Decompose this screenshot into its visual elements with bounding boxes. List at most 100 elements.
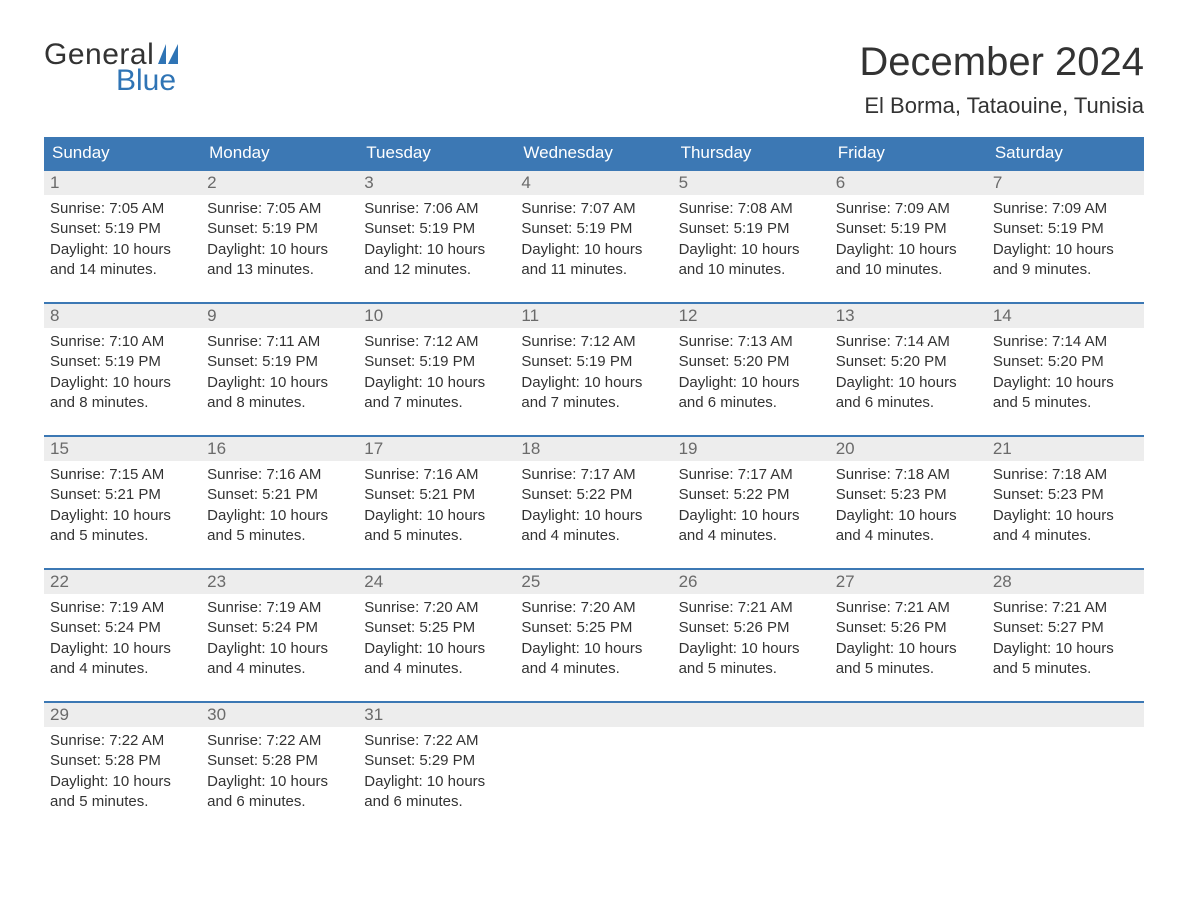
day-line-sunrise: Sunrise: 7:20 AM [364, 598, 509, 618]
day-number: 14 [987, 304, 1144, 328]
column-header: Thursday [673, 137, 830, 170]
page: General Blue December 2024 El Borma, Tat… [0, 0, 1188, 874]
day-cell-number: 18 [515, 436, 672, 461]
day-number: 10 [358, 304, 515, 328]
day-line-daylight2: and 10 minutes. [679, 260, 824, 280]
day-cell-body: Sunrise: 7:22 AMSunset: 5:28 PMDaylight:… [201, 727, 358, 834]
day-line-daylight1: Daylight: 10 hours [364, 373, 509, 393]
location-subtitle: El Borma, Tataouine, Tunisia [859, 93, 1144, 119]
day-line-daylight2: and 11 minutes. [521, 260, 666, 280]
day-content: Sunrise: 7:14 AMSunset: 5:20 PMDaylight:… [830, 328, 987, 435]
day-line-daylight1: Daylight: 10 hours [207, 772, 352, 792]
day-cell-number: 17 [358, 436, 515, 461]
day-line-daylight1: Daylight: 10 hours [207, 639, 352, 659]
day-line-daylight1: Daylight: 10 hours [679, 240, 824, 260]
day-cell-body: Sunrise: 7:14 AMSunset: 5:20 PMDaylight:… [987, 328, 1144, 436]
day-line-daylight1: Daylight: 10 hours [521, 639, 666, 659]
day-cell-body: Sunrise: 7:12 AMSunset: 5:19 PMDaylight:… [358, 328, 515, 436]
day-number: 3 [358, 171, 515, 195]
day-line-daylight2: and 4 minutes. [50, 659, 195, 679]
day-content: Sunrise: 7:10 AMSunset: 5:19 PMDaylight:… [44, 328, 201, 435]
day-content: Sunrise: 7:21 AMSunset: 5:26 PMDaylight:… [830, 594, 987, 701]
day-number: 17 [358, 437, 515, 461]
day-content: Sunrise: 7:17 AMSunset: 5:22 PMDaylight:… [673, 461, 830, 568]
day-cell-number: 7 [987, 170, 1144, 195]
day-number: 30 [201, 703, 358, 727]
day-line-daylight2: and 5 minutes. [50, 792, 195, 812]
day-line-sunset: Sunset: 5:19 PM [836, 219, 981, 239]
day-line-sunrise: Sunrise: 7:11 AM [207, 332, 352, 352]
day-line-sunrise: Sunrise: 7:05 AM [50, 199, 195, 219]
column-header: Saturday [987, 137, 1144, 170]
column-header: Sunday [44, 137, 201, 170]
day-line-sunrise: Sunrise: 7:22 AM [364, 731, 509, 751]
day-cell-number: 2 [201, 170, 358, 195]
day-line-sunrise: Sunrise: 7:07 AM [521, 199, 666, 219]
day-cell-number [515, 702, 672, 727]
day-line-sunrise: Sunrise: 7:21 AM [836, 598, 981, 618]
day-line-daylight1: Daylight: 10 hours [679, 506, 824, 526]
day-line-sunset: Sunset: 5:19 PM [207, 352, 352, 372]
day-line-sunset: Sunset: 5:19 PM [679, 219, 824, 239]
day-cell-number: 26 [673, 569, 830, 594]
day-cell-body: Sunrise: 7:21 AMSunset: 5:26 PMDaylight:… [830, 594, 987, 702]
day-cell-body: Sunrise: 7:12 AMSunset: 5:19 PMDaylight:… [515, 328, 672, 436]
column-header: Monday [201, 137, 358, 170]
day-line-daylight1: Daylight: 10 hours [993, 373, 1138, 393]
day-number: 16 [201, 437, 358, 461]
day-cell-body: Sunrise: 7:14 AMSunset: 5:20 PMDaylight:… [830, 328, 987, 436]
column-header: Wednesday [515, 137, 672, 170]
day-line-sunset: Sunset: 5:26 PM [679, 618, 824, 638]
day-line-sunrise: Sunrise: 7:20 AM [521, 598, 666, 618]
day-cell-number: 1 [44, 170, 201, 195]
day-line-sunset: Sunset: 5:19 PM [50, 219, 195, 239]
day-line-daylight1: Daylight: 10 hours [207, 506, 352, 526]
day-cell-number: 8 [44, 303, 201, 328]
day-line-daylight2: and 14 minutes. [50, 260, 195, 280]
day-content: Sunrise: 7:08 AMSunset: 5:19 PMDaylight:… [673, 195, 830, 302]
day-cell-number: 14 [987, 303, 1144, 328]
day-line-daylight1: Daylight: 10 hours [521, 240, 666, 260]
day-number: 26 [673, 570, 830, 594]
day-number: 5 [673, 171, 830, 195]
header: General Blue December 2024 El Borma, Tat… [44, 40, 1144, 119]
day-cell-body: Sunrise: 7:19 AMSunset: 5:24 PMDaylight:… [201, 594, 358, 702]
day-line-sunrise: Sunrise: 7:17 AM [521, 465, 666, 485]
day-line-sunset: Sunset: 5:26 PM [836, 618, 981, 638]
day-cell-body: Sunrise: 7:05 AMSunset: 5:19 PMDaylight:… [201, 195, 358, 303]
day-line-daylight1: Daylight: 10 hours [679, 373, 824, 393]
day-cell-body: Sunrise: 7:20 AMSunset: 5:25 PMDaylight:… [358, 594, 515, 702]
day-number: 24 [358, 570, 515, 594]
day-cell-body: Sunrise: 7:09 AMSunset: 5:19 PMDaylight:… [830, 195, 987, 303]
day-content: Sunrise: 7:21 AMSunset: 5:26 PMDaylight:… [673, 594, 830, 701]
day-content: Sunrise: 7:19 AMSunset: 5:24 PMDaylight:… [201, 594, 358, 701]
day-cell-number: 20 [830, 436, 987, 461]
day-number: 25 [515, 570, 672, 594]
day-line-daylight2: and 5 minutes. [207, 526, 352, 546]
day-line-daylight1: Daylight: 10 hours [679, 639, 824, 659]
day-line-daylight2: and 10 minutes. [836, 260, 981, 280]
day-line-daylight1: Daylight: 10 hours [50, 639, 195, 659]
day-number: 2 [201, 171, 358, 195]
day-number: 7 [987, 171, 1144, 195]
day-cell-body: Sunrise: 7:19 AMSunset: 5:24 PMDaylight:… [44, 594, 201, 702]
day-cell-number: 31 [358, 702, 515, 727]
day-line-sunset: Sunset: 5:22 PM [679, 485, 824, 505]
day-line-daylight1: Daylight: 10 hours [207, 373, 352, 393]
day-number: 20 [830, 437, 987, 461]
day-cell-body [673, 727, 830, 834]
day-number: 27 [830, 570, 987, 594]
day-line-daylight2: and 4 minutes. [993, 526, 1138, 546]
day-cell-body: Sunrise: 7:20 AMSunset: 5:25 PMDaylight:… [515, 594, 672, 702]
day-line-sunrise: Sunrise: 7:22 AM [207, 731, 352, 751]
day-cell-number: 6 [830, 170, 987, 195]
day-line-sunrise: Sunrise: 7:16 AM [364, 465, 509, 485]
day-line-sunset: Sunset: 5:19 PM [521, 352, 666, 372]
day-cell-number: 23 [201, 569, 358, 594]
day-line-sunset: Sunset: 5:29 PM [364, 751, 509, 771]
day-cell-number [673, 702, 830, 727]
day-line-sunset: Sunset: 5:28 PM [50, 751, 195, 771]
calendar-header: Sunday Monday Tuesday Wednesday Thursday… [44, 137, 1144, 170]
calendar-body: 1234567Sunrise: 7:05 AMSunset: 5:19 PMDa… [44, 170, 1144, 834]
day-number: 8 [44, 304, 201, 328]
